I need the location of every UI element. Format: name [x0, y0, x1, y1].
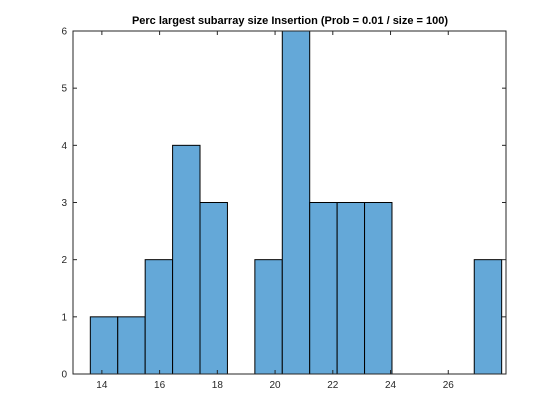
bar-9 [336, 202, 366, 375]
x-tick-label-0: 14 [96, 380, 108, 391]
y-tick-label-3: 3 [61, 198, 67, 209]
x-tick-label-4: 22 [327, 380, 339, 391]
bar-4 [199, 202, 228, 375]
bar-0 [89, 316, 119, 375]
y-tick-label-2: 2 [61, 255, 67, 266]
bar-10 [364, 202, 393, 375]
bar-7 [281, 30, 311, 375]
bar-6 [254, 259, 283, 375]
y-tick-label-0: 0 [61, 370, 67, 381]
x-tick-label-2: 18 [212, 380, 224, 391]
bar-8 [309, 202, 338, 375]
bar-1 [117, 316, 146, 375]
y-tick-label-5: 5 [61, 84, 67, 95]
chart-title: Perc largest subarray size Insertion (Pr… [132, 15, 448, 27]
x-tick-label-3: 20 [270, 380, 282, 391]
y-tick-label-4: 4 [61, 141, 67, 152]
y-tick-label-1: 1 [61, 312, 67, 323]
x-tick-label-6: 26 [443, 380, 455, 391]
bar-2 [144, 259, 174, 375]
y-tick-label-6: 6 [61, 27, 67, 38]
x-tick-label-5: 24 [385, 380, 397, 391]
ticks-group: 14 16 18 20 22 24 26 0 1 2 3 4 5 6 [61, 27, 506, 391]
x-tick-label-1: 16 [154, 380, 166, 391]
bar-14 [473, 259, 503, 375]
bars-group [89, 30, 503, 375]
bar-3 [172, 144, 201, 375]
